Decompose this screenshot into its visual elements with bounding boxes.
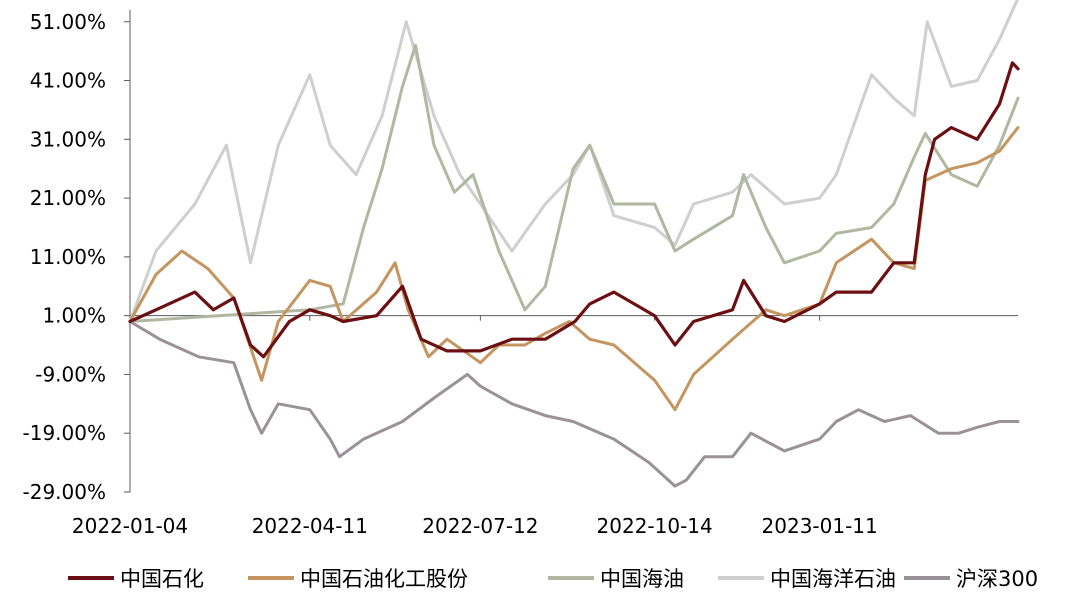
y-tick-label: -19.00%	[23, 421, 106, 445]
y-tick-label: 31.00%	[30, 127, 106, 151]
y-tick-label: 41.00%	[30, 69, 106, 93]
series-line-1	[128, 126, 1020, 412]
x-tick-label: 2022-10-14	[597, 514, 713, 538]
series-line-2	[128, 43, 1020, 323]
x-tick-label: 2022-07-12	[422, 514, 538, 538]
legend-label-0: 中国石化	[120, 567, 204, 591]
x-axis: 2022-01-04 2022-04-11 2022-07-12 2022-10-14…	[72, 315, 1018, 538]
series-line-0	[128, 61, 1020, 359]
y-tick-label: -9.00%	[35, 362, 106, 386]
y-tick-label: -29.00%	[23, 480, 106, 504]
y-tick-label: 51.00%	[30, 10, 106, 34]
series-lines	[128, 0, 1020, 488]
legend-label-2: 中国海油	[600, 567, 684, 591]
y-axis: 51.00% 41.00% 31.00% 21.00% 11.00% 1.00% -9.00…	[23, 10, 131, 504]
legend-label-3: 中国海洋石油	[770, 567, 896, 591]
x-tick-label: 2023-01-11	[762, 514, 878, 538]
y-tick-label: 21.00%	[30, 186, 106, 210]
legend: 中国石化 中国石油化工股份 中国海油 中国海洋石油 沪深300	[68, 567, 1038, 591]
legend-label-4: 沪深300	[956, 567, 1038, 591]
x-tick-label: 2022-04-11	[252, 514, 368, 538]
y-tick-label: 11.00%	[30, 245, 106, 269]
legend-label-1: 中国石油化工股份	[300, 567, 468, 591]
y-tick-label: 1.00%	[42, 304, 106, 328]
x-tick-label: 2022-01-04	[72, 514, 188, 538]
series-line-4	[128, 320, 1020, 488]
